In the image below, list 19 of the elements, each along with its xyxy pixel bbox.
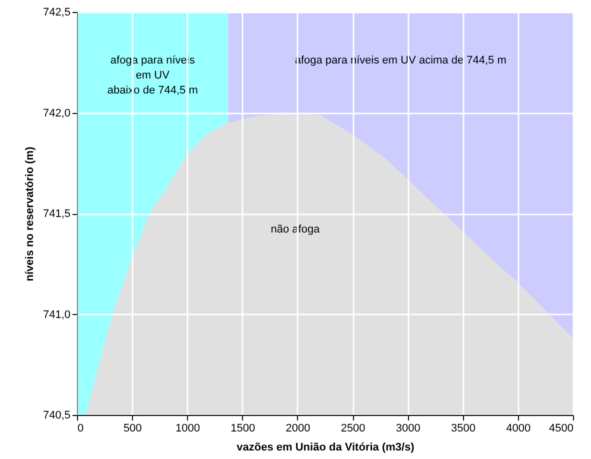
x-tick-label: 4500: [549, 422, 574, 434]
annotation: não afoga: [270, 224, 321, 236]
x-tick-label: 2500: [340, 422, 366, 434]
x-tick-label: 500: [123, 422, 142, 434]
x-tick-label: 1000: [175, 422, 200, 434]
x-tick-label: 0: [78, 422, 84, 434]
x-tick-label: 2000: [286, 422, 310, 434]
band-label: afoga para níveis em UV acima de 744,5 m: [294, 54, 506, 66]
x-tick-label: 3500: [451, 422, 476, 434]
x-tick-label: 3000: [396, 422, 420, 434]
y-tick-label: 740,5: [42, 410, 70, 422]
y-tick-label: 741,0: [42, 308, 70, 321]
y-tick-label: 742,5: [42, 6, 70, 18]
x-tick-label: 1500: [230, 422, 256, 434]
x-axis-title: vazões em União da Vitória (m3/s): [236, 442, 415, 454]
y-tick-label: 741,5: [42, 208, 70, 220]
y-tick-label: 742,0: [42, 107, 70, 120]
y-axis-title: níveis no reservatório (m): [24, 146, 36, 282]
x-tick-label: 4000: [506, 422, 531, 434]
